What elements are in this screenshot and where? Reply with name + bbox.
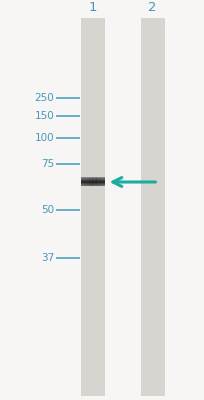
Bar — [81, 182, 105, 183]
Text: 250: 250 — [34, 93, 54, 103]
Bar — [81, 178, 105, 179]
Bar — [94, 178, 95, 186]
Bar — [81, 180, 105, 181]
Bar — [81, 180, 105, 181]
Text: 50: 50 — [41, 205, 54, 215]
Bar — [100, 178, 101, 186]
Bar — [81, 178, 82, 186]
Bar — [81, 183, 105, 184]
Text: 37: 37 — [41, 253, 54, 263]
Text: 2: 2 — [148, 1, 156, 14]
Bar — [95, 178, 96, 186]
Bar — [81, 182, 105, 183]
Bar — [81, 184, 105, 185]
Bar — [87, 178, 88, 186]
Bar — [94, 178, 95, 186]
Text: 100: 100 — [34, 133, 54, 143]
Bar — [81, 18, 105, 396]
Bar — [84, 178, 85, 186]
Bar — [81, 178, 105, 179]
Bar — [86, 178, 88, 186]
Bar — [92, 178, 93, 186]
Bar — [103, 178, 104, 186]
Bar — [81, 179, 105, 180]
Bar — [91, 178, 92, 186]
Text: 1: 1 — [89, 1, 97, 14]
Bar — [81, 177, 105, 178]
Bar — [81, 183, 105, 184]
Bar — [81, 181, 105, 182]
Bar — [101, 178, 102, 186]
Bar — [81, 182, 105, 183]
Bar — [85, 178, 86, 186]
Bar — [83, 178, 84, 186]
Bar — [140, 18, 164, 396]
Bar — [83, 178, 84, 186]
Bar — [104, 178, 105, 186]
Bar — [86, 178, 87, 186]
Bar — [98, 178, 99, 186]
Bar — [97, 178, 98, 186]
Bar — [90, 178, 91, 186]
Bar — [96, 178, 97, 186]
Bar — [81, 184, 105, 185]
Bar — [82, 178, 83, 186]
Bar — [81, 178, 105, 179]
Bar — [81, 180, 105, 181]
Bar — [81, 185, 105, 186]
Bar — [81, 183, 105, 184]
Bar — [101, 178, 102, 186]
Bar — [81, 180, 105, 181]
Bar — [81, 179, 105, 180]
Bar — [89, 178, 90, 186]
Text: 75: 75 — [41, 159, 54, 169]
Bar — [81, 181, 105, 182]
Bar — [81, 185, 105, 186]
Bar — [81, 185, 105, 186]
Bar — [81, 178, 105, 179]
Bar — [81, 181, 105, 182]
Bar — [81, 181, 105, 182]
Bar — [93, 178, 94, 186]
Bar — [81, 184, 105, 185]
Bar — [81, 177, 105, 178]
Bar — [81, 183, 105, 184]
Bar — [81, 184, 105, 185]
Text: 150: 150 — [34, 111, 54, 121]
Bar — [98, 178, 99, 186]
Bar — [88, 178, 89, 186]
Bar — [102, 178, 103, 186]
Bar — [99, 178, 100, 186]
Bar — [81, 179, 105, 180]
